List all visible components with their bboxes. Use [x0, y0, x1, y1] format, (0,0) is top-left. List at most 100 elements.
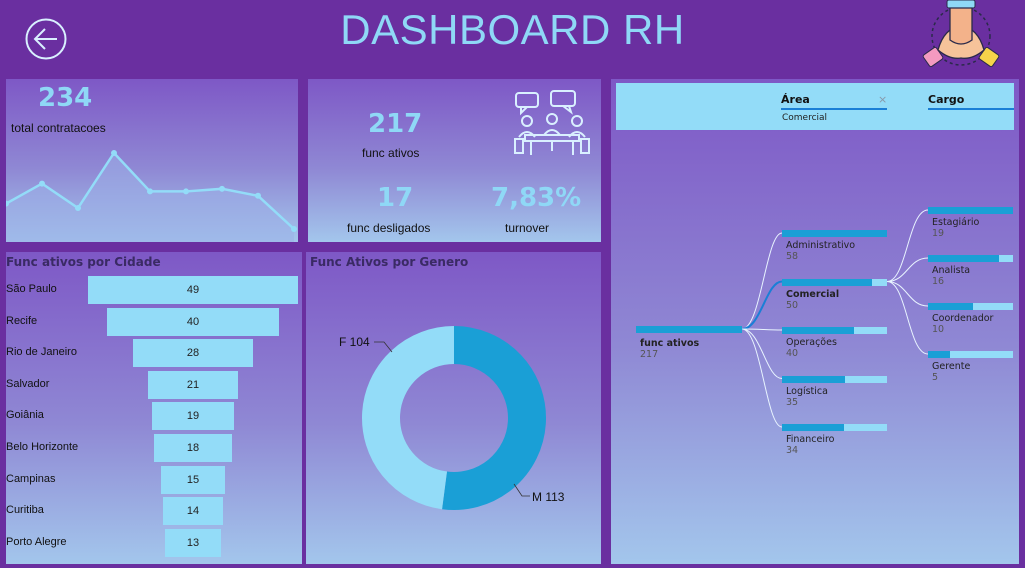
- city-bar[interactable]: [107, 307, 279, 336]
- donut-slice-f[interactable]: [362, 326, 455, 510]
- tree-area-bar-fill[interactable]: [782, 327, 855, 334]
- city-bar[interactable]: [148, 370, 238, 399]
- sparkline-point: [219, 185, 225, 192]
- tree-connector: [741, 328, 783, 428]
- city-bar[interactable]: [88, 276, 298, 304]
- sparkline-point: [183, 188, 189, 195]
- tree-role-bar-fill[interactable]: [928, 303, 974, 310]
- tree-area-label: Administrativo: [786, 240, 856, 251]
- tree-area-bar-fill[interactable]: [782, 375, 845, 383]
- sparkline-point: [75, 205, 81, 212]
- hires-value: 234: [38, 83, 93, 113]
- decomposition-tree-panel: Área Comercial × Cargo func ativos 217 Adm…: [611, 79, 1019, 564]
- tree-role-value: 19: [932, 228, 945, 239]
- tree-role-bar-fill[interactable]: [928, 351, 951, 358]
- city-bar[interactable]: [133, 339, 253, 368]
- back-button[interactable]: [24, 17, 68, 61]
- tree-role-value: 10: [932, 324, 945, 335]
- filter-area-value: Comercial: [782, 113, 828, 123]
- tree-root-bar[interactable]: [636, 326, 742, 333]
- city-bar[interactable]: [154, 434, 232, 462]
- active-label: func ativos: [362, 146, 420, 160]
- hires-label: total contratacoes: [11, 121, 106, 135]
- tree-area-value: 50: [786, 299, 799, 311]
- tree-area-label: Financeiro: [786, 434, 835, 445]
- donut-leader-m: [513, 483, 530, 497]
- tree-root-label: func ativos: [640, 338, 700, 349]
- city-value: 49: [186, 284, 200, 296]
- dismissed-label: func desligados: [347, 221, 431, 235]
- tree-area-value: 34: [786, 445, 799, 456]
- filter-area-label[interactable]: Área: [781, 93, 810, 106]
- arrow-left-circle-icon: [25, 18, 67, 60]
- city-value: 28: [186, 347, 200, 360]
- tree-connector: [741, 232, 783, 330]
- sparkline-area: [6, 153, 294, 242]
- sparkline-point: [255, 192, 261, 199]
- tree-connector: [741, 328, 783, 331]
- sparkline-point: [291, 226, 297, 232]
- tree-root-value: 217: [640, 349, 659, 360]
- meeting-icon: [514, 90, 590, 155]
- city-value: 19: [186, 410, 200, 423]
- city-bar[interactable]: [163, 497, 223, 526]
- city-value: 15: [186, 473, 200, 486]
- sparkline-point: [111, 150, 117, 156]
- sparkline-point: [147, 188, 153, 195]
- tree-connector: [886, 281, 929, 307]
- hires-card: 234 total contratacoes: [6, 79, 298, 242]
- city-value: 13: [186, 536, 200, 549]
- tree-area-label: Comercial: [786, 288, 840, 300]
- tree-area-label: Operações: [786, 337, 837, 348]
- tree-role-value: 16: [932, 276, 945, 287]
- tree-connector: [741, 328, 783, 379]
- city-label: Salvador: [6, 377, 50, 390]
- tree-area-value: 58: [786, 251, 799, 262]
- turnover-value: 7,83%: [491, 183, 582, 213]
- tree-area-bar-fill[interactable]: [782, 424, 844, 431]
- donut-leader-f: [374, 341, 393, 353]
- city-chart-panel: Func ativos por Cidade São Paulo 49 Recife…: [6, 252, 302, 564]
- tree-role-bar-fill[interactable]: [928, 207, 1013, 214]
- donut-label-m: M 113: [532, 490, 565, 504]
- active-value: 217: [368, 109, 423, 139]
- city-label: São Paulo: [6, 283, 57, 295]
- tree-connector: [886, 257, 929, 282]
- city-value: 40: [186, 315, 200, 328]
- clear-filter-icon[interactable]: ×: [878, 93, 888, 106]
- sparkline-point: [6, 200, 9, 207]
- city-bar[interactable]: [165, 528, 221, 557]
- city-value: 14: [186, 505, 200, 518]
- tree-connector: [886, 281, 929, 355]
- tree-role-bar-fill[interactable]: [928, 255, 1000, 262]
- donut-label-f: F 104: [339, 335, 370, 349]
- page-title: DASHBOARD RH: [340, 6, 685, 53]
- donut-slice-m[interactable]: [442, 326, 546, 510]
- city-bar[interactable]: [152, 402, 234, 431]
- turnover-label: turnover: [505, 221, 550, 235]
- tree-role-bar[interactable]: [928, 351, 1013, 358]
- city-value: 18: [186, 442, 200, 454]
- gender-chart-title: Func Ativos por Genero: [310, 255, 469, 269]
- city-label: Porto Alegre: [6, 535, 67, 548]
- city-label: Campinas: [6, 472, 56, 485]
- city-label: Rio de Janeiro: [6, 346, 77, 359]
- gender-donut: [362, 326, 546, 510]
- tree-area-bar-fill[interactable]: [782, 278, 873, 286]
- filter-cargo-label[interactable]: Cargo: [928, 93, 965, 106]
- tree-area-value: 40: [786, 348, 799, 359]
- city-value: 21: [186, 378, 200, 391]
- filter-area-underline: [781, 108, 887, 110]
- city-label: Goiânia: [6, 409, 44, 422]
- tree-connector: [741, 280, 783, 330]
- headcount-card: 217 func ativos 17 func desligados 7,83%…: [308, 79, 601, 242]
- city-label: Curitiba: [6, 504, 44, 517]
- hires-sparkline: [6, 150, 297, 242]
- tree-role-label: Analista: [932, 265, 971, 276]
- city-bar[interactable]: [160, 465, 226, 494]
- tree-role-label: Gerente: [932, 361, 971, 372]
- tree-area-value: 35: [786, 396, 799, 408]
- sparkline-point: [39, 180, 45, 187]
- tree-area-bar-fill[interactable]: [782, 230, 887, 237]
- tree-header: Área Comercial × Cargo: [616, 83, 1014, 130]
